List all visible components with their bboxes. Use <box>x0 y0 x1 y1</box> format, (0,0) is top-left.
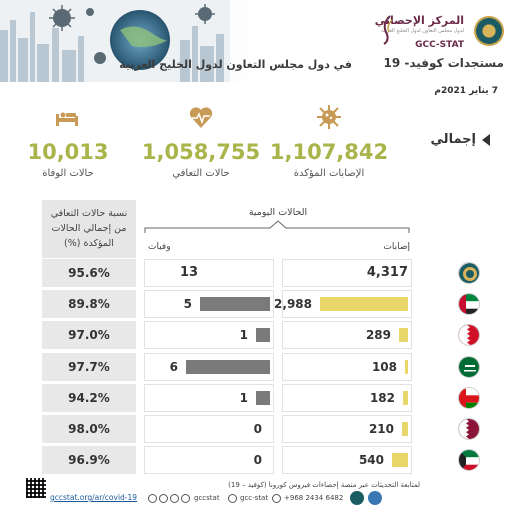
arrow-left-icon <box>482 134 490 146</box>
instagram-icon[interactable] <box>170 494 179 503</box>
flag-qatar-icon <box>458 418 480 440</box>
gcc-emblem-icon <box>474 16 504 46</box>
stat-mark-icon <box>383 15 393 45</box>
confirmed-label: الإصابات المؤكدة <box>293 168 365 179</box>
cases-cell <box>282 353 412 381</box>
deaths-bar <box>200 297 270 311</box>
report-date: 7 يناير 2021م <box>434 86 498 96</box>
deaths-value: 0 <box>253 453 262 467</box>
deaths-value: 13 <box>180 265 199 280</box>
footer-link[interactable]: gccstat.org/ar/covid-19 <box>50 493 138 502</box>
cases-cell <box>282 259 412 287</box>
deaths-value: 5 <box>183 297 192 311</box>
stat-subtitle: لدول مجلس التعاون لدول الخليج العربية <box>381 28 464 34</box>
cases-bar <box>392 453 408 467</box>
footer-social-handle[interactable]: gccstat <box>194 494 220 502</box>
cases-bar <box>402 422 408 436</box>
cases-value: 540 <box>358 453 384 467</box>
cases-value: 2,988 <box>274 297 312 311</box>
recovery-rate: 97.0% <box>42 321 136 349</box>
deaths-value: 1 <box>239 328 248 342</box>
deaths-cell <box>144 384 274 412</box>
email-icon[interactable] <box>228 494 237 503</box>
phone-icon[interactable] <box>272 494 281 503</box>
footer-follow-text: لمتابعة التحديثات عبر منصة إحصاءات فيروس… <box>228 481 420 489</box>
cases-bar <box>405 360 408 374</box>
cases-cell <box>282 384 412 412</box>
qr-code[interactable] <box>26 478 46 498</box>
daily-cases-header: الحالات اليومية <box>248 207 308 218</box>
flag-kuwait-icon <box>458 449 480 471</box>
rate-header-cell <box>42 200 136 258</box>
footer-email[interactable]: gcc-stat <box>240 494 269 502</box>
deaths-cell <box>144 446 274 474</box>
deaths-cell <box>144 415 274 443</box>
recovery-rate: 98.0% <box>42 415 136 443</box>
deaths-total: 10,013 <box>27 140 109 164</box>
cases-column-header: إصابات <box>383 242 410 252</box>
cases-cell <box>282 415 412 443</box>
cases-bar <box>403 391 408 405</box>
page-title: مستجدات كوفيد- 19 <box>383 56 504 70</box>
facebook-icon[interactable] <box>148 494 157 503</box>
deaths-label: حالات الوفاة <box>42 168 94 179</box>
deaths-bar <box>186 360 270 374</box>
deaths-cell <box>144 259 274 287</box>
flag-uae-icon <box>458 293 480 315</box>
deaths-value: 0 <box>253 422 262 436</box>
flag-saudi-icon <box>458 356 480 378</box>
youtube-icon[interactable] <box>181 494 190 503</box>
cases-value: 210 <box>368 422 394 436</box>
recovery-rate: 95.6% <box>42 259 136 287</box>
deaths-column-header: وفيات <box>148 242 171 252</box>
recovered-label: حالات التعافي <box>172 168 230 179</box>
flag-bahrain-icon <box>458 324 480 346</box>
deaths-cell <box>144 321 274 349</box>
cases-value: 108 <box>371 360 397 374</box>
deaths-value: 6 <box>169 360 178 374</box>
partner-logo-icon <box>368 491 382 505</box>
deaths-bar <box>256 391 270 405</box>
total-label: إجمالي <box>430 132 476 147</box>
heart-icon <box>189 107 213 128</box>
recovery-rate: 97.7% <box>42 353 136 381</box>
gcc-small-logo-icon <box>350 491 364 505</box>
cases-value: 4,317 <box>366 265 408 280</box>
flag-gcc-icon <box>458 262 480 284</box>
stat-name-arabic: المركز الإحصائي <box>374 14 464 27</box>
recovery-rate: 89.8% <box>42 290 136 318</box>
page-subtitle: في دول مجلس التعاون لدول الخليج العربية <box>119 58 352 71</box>
deaths-value: 1 <box>239 391 248 405</box>
rate-column-header: نسبة حالات التعافي من إجمالي الحالات الم… <box>50 208 128 249</box>
recovery-rate: 96.9% <box>42 446 136 474</box>
cases-cell <box>282 446 412 474</box>
recovery-rate: 94.2% <box>42 384 136 412</box>
cases-bar <box>320 297 408 311</box>
virus-icon <box>317 105 341 129</box>
confirmed-total: 1,107,842 <box>269 140 389 164</box>
gcc-stat-logo: المركز الإحصائي لدول مجلس التعاون لدول ا… <box>354 6 504 54</box>
flag-oman-icon <box>458 387 480 409</box>
cases-value: 182 <box>369 391 395 405</box>
recovered-total: 1,058,755 <box>141 140 261 164</box>
stat-name-english: GCC-STAT <box>415 40 464 50</box>
twitter-icon[interactable] <box>159 494 168 503</box>
cases-value: 289 <box>365 328 391 342</box>
cases-cell <box>282 321 412 349</box>
footer-phone[interactable]: +968 2434 6482 <box>284 494 344 502</box>
deaths-bar <box>256 328 270 342</box>
bed-icon <box>56 112 78 126</box>
header-illustration <box>0 0 230 82</box>
daily-bracket <box>144 220 410 233</box>
cases-bar <box>399 328 408 342</box>
